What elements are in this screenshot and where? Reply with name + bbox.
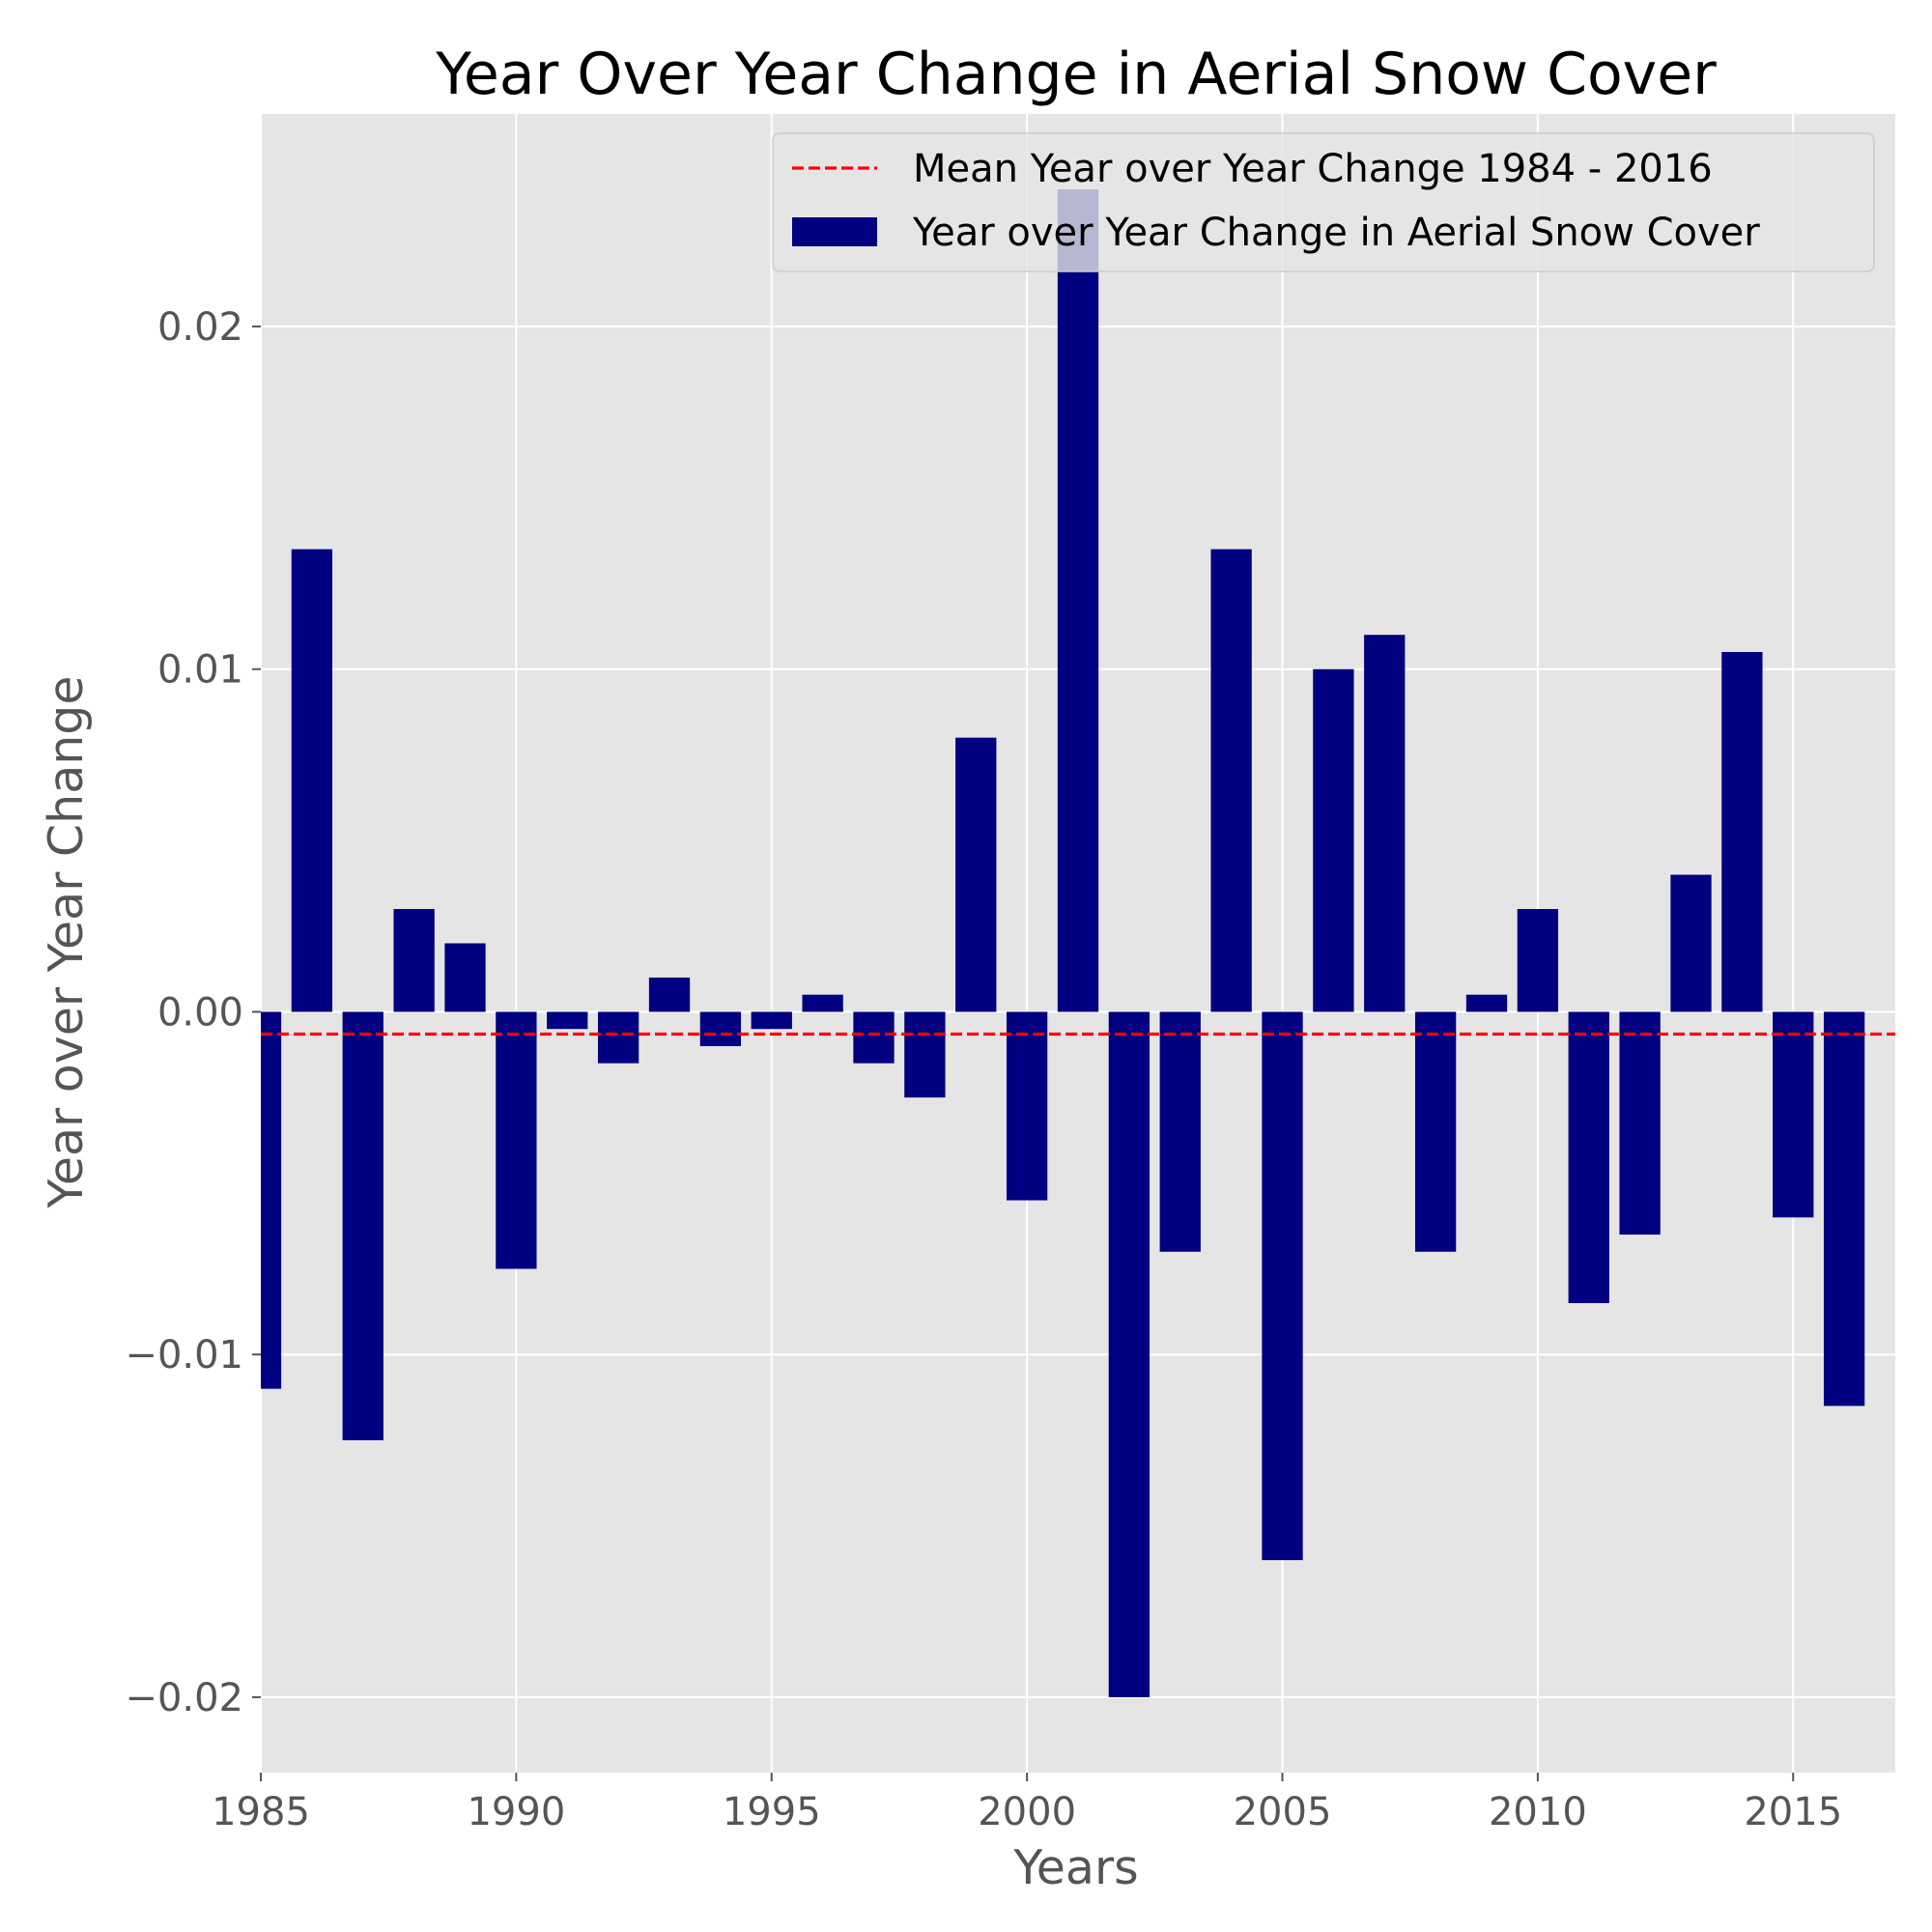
bar-2014 <box>1721 651 1763 1012</box>
bar-1992 <box>597 1011 639 1064</box>
bar-1986 <box>291 549 333 1012</box>
y-tick-label: 0.01 <box>157 648 243 693</box>
x-tick-label: 1990 <box>467 1790 565 1834</box>
bar-1991 <box>547 1011 588 1030</box>
bar-2012 <box>1619 1011 1661 1236</box>
bar-1987 <box>342 1011 384 1440</box>
y-tick-label: −0.02 <box>125 1676 243 1720</box>
bar-2000 <box>1006 1011 1048 1201</box>
x-tick-label: 2010 <box>1489 1790 1587 1834</box>
legend-mean-label: Mean Year over Year Change 1984 - 2016 <box>913 147 1713 191</box>
legend-bar-swatch <box>792 217 877 246</box>
bar-2007 <box>1364 635 1406 1012</box>
x-tick-label: 1995 <box>723 1790 821 1834</box>
bar-1994 <box>699 1011 742 1046</box>
bar-2013 <box>1670 874 1712 1012</box>
bar-1997 <box>853 1011 895 1064</box>
x-tick-label: 2000 <box>978 1790 1076 1834</box>
legend-box <box>772 132 1875 272</box>
bar-2004 <box>1210 549 1252 1012</box>
bars <box>261 189 1865 1697</box>
legend: Mean Year over Year Change 1984 - 2016 Y… <box>772 132 1875 272</box>
bar-2006 <box>1313 668 1354 1012</box>
bar-1996 <box>802 994 843 1012</box>
y-tick-label: −0.01 <box>125 1333 243 1378</box>
bar-2002 <box>1108 1011 1151 1697</box>
x-tick-label: 2005 <box>1234 1790 1332 1834</box>
x-axis-ticks: 1985 1990 1995 2000 2005 2010 2015 <box>212 1773 1842 1834</box>
bar-2016 <box>1823 1011 1865 1406</box>
y-tick-label: 0.00 <box>157 990 243 1035</box>
bar-2015 <box>1773 1011 1814 1218</box>
bar-2009 <box>1465 994 1508 1012</box>
bar-1999 <box>955 737 997 1012</box>
bar-2001 <box>1057 189 1099 1012</box>
bar-1989 <box>444 943 486 1012</box>
legend-bar-label: Year over Year Change in Aerial Snow Cov… <box>912 211 1760 255</box>
bar-1998 <box>904 1011 946 1098</box>
bar-1995 <box>751 1011 792 1030</box>
chart-title: Year Over Year Change in Aerial Snow Cov… <box>435 41 1717 108</box>
bar-1985 <box>261 1011 282 1389</box>
x-axis-label: Years <box>1012 1840 1138 1895</box>
y-tick-label: 0.02 <box>157 305 243 350</box>
x-tick-label: 1985 <box>212 1790 310 1834</box>
bar-1988 <box>393 909 435 1012</box>
bar-1990 <box>496 1011 537 1269</box>
bar-1993 <box>648 977 691 1012</box>
y-axis-label: Year over Year Change <box>39 675 94 1208</box>
x-tick-label: 2015 <box>1744 1790 1842 1834</box>
bar-2005 <box>1262 1011 1303 1561</box>
y-axis-ticks: −0.02 −0.01 0.00 0.01 0.02 <box>125 305 261 1720</box>
bar-2011 <box>1568 1011 1609 1303</box>
bar-2010 <box>1517 909 1559 1012</box>
bar-2003 <box>1159 1011 1201 1252</box>
bar-2008 <box>1414 1011 1457 1252</box>
